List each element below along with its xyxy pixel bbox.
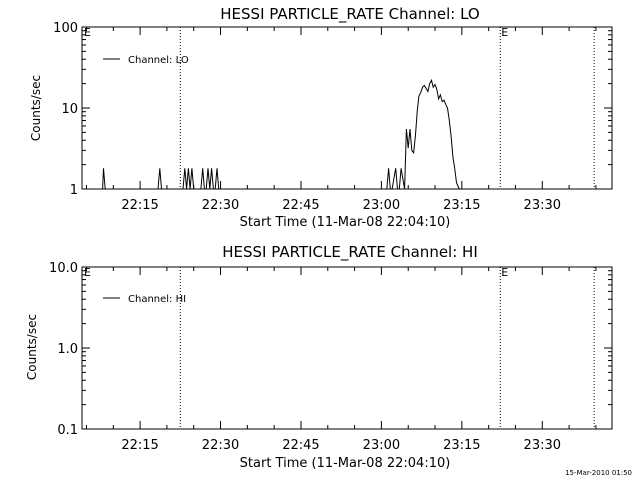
lo-channel-panel: HESSI PARTICLE_RATE Channel: LO Counts/s… <box>29 5 613 230</box>
lo-x-tick-label: 22:45 <box>282 198 319 213</box>
hi-x-tick-label: 23:15 <box>443 438 480 453</box>
hi-x-tick-label: 22:15 <box>121 438 158 453</box>
hi-x-tick-label: 23:00 <box>363 438 400 453</box>
lo-panel-x-axis-label: Start Time (11-Mar-08 22:04:10) <box>240 215 451 230</box>
hi-channel-panel: HESSI PARTICLE_RATE Channel: HI Counts/s… <box>25 243 613 471</box>
hi-event-marker-label: E <box>501 266 508 279</box>
lo-event-marker-label: E <box>501 26 508 39</box>
lo-y-tick-label: 10 <box>61 102 78 117</box>
lo-y-tick-label: 1 <box>70 183 78 198</box>
hi-y-tick-label: 0.1 <box>57 423 78 438</box>
hi-y-tick-label: 1.0 <box>57 342 78 357</box>
lo-y-tick-label: 100 <box>53 21 78 36</box>
lo-panel-y-axis-label: Counts/sec <box>29 75 43 141</box>
lo-x-tick-label: 23:00 <box>363 198 400 213</box>
hi-x-tick-label: 22:30 <box>202 438 239 453</box>
hi-panel-x-axis-label: Start Time (11-Mar-08 22:04:10) <box>240 456 451 471</box>
hi-event-start-label: E <box>84 266 91 279</box>
hi-y-tick-label: 10.0 <box>49 261 78 276</box>
lo-x-tick-label: 23:30 <box>524 198 561 213</box>
hi-x-tick-label: 23:30 <box>524 438 561 453</box>
hi-panel-y-axis-label: Counts/sec <box>25 314 39 380</box>
hi-x-tick-label: 22:45 <box>282 438 319 453</box>
lo-x-tick-label: 23:15 <box>443 198 480 213</box>
lo-x-tick-label: 22:15 <box>121 198 158 213</box>
lo-x-tick-label: 22:30 <box>202 198 239 213</box>
lo-series-line-0 <box>102 78 466 190</box>
hi-legend-label: Channel: HI <box>128 294 186 305</box>
generation-timestamp: 15-Mar-2010 01:50 <box>565 469 632 477</box>
lo-legend-label: Channel: LO <box>128 55 189 66</box>
lo-event-start-label: E <box>84 26 91 39</box>
hi-panel-title: HESSI PARTICLE_RATE Channel: HI <box>222 243 478 262</box>
lo-panel-title: HESSI PARTICLE_RATE Channel: LO <box>220 5 479 24</box>
